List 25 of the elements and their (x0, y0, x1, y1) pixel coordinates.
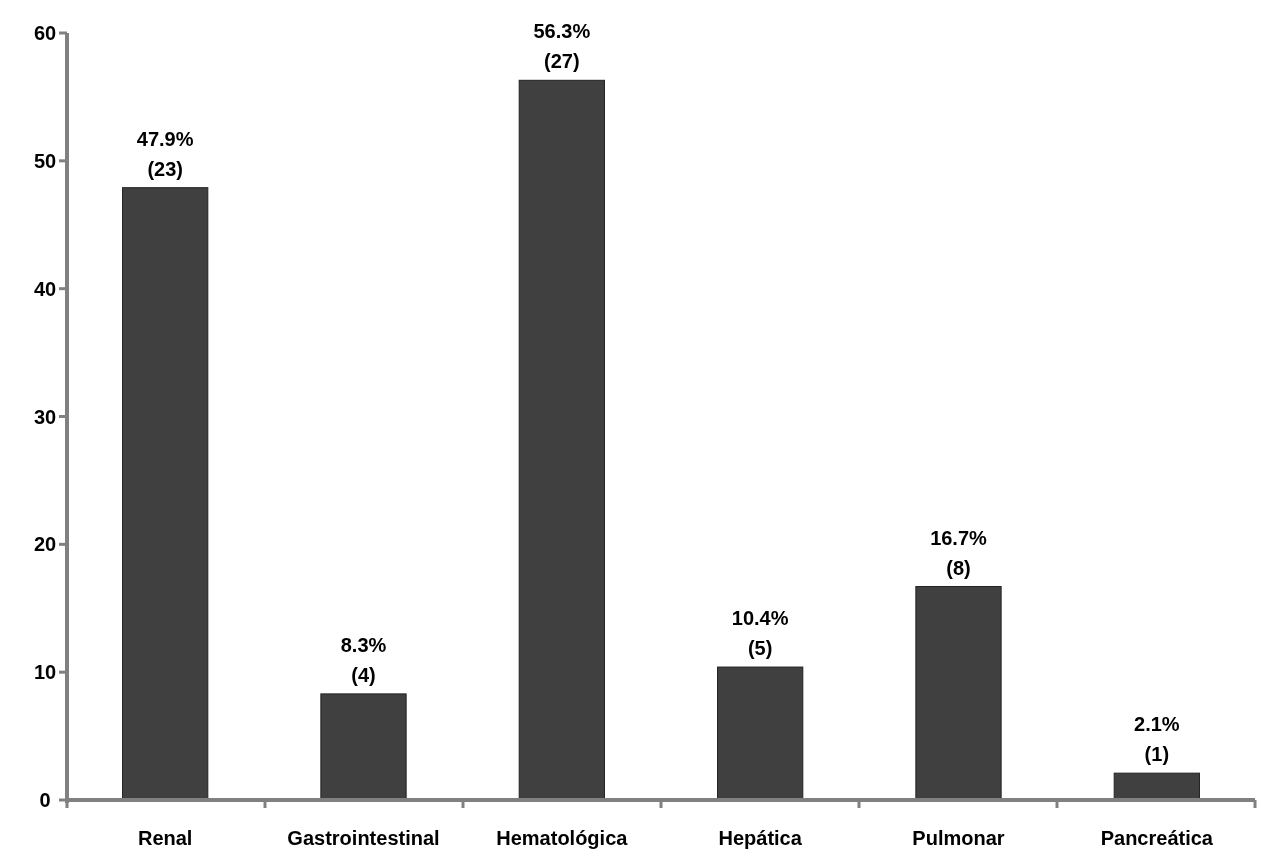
bar (717, 666, 804, 801)
y-tick-label: 20 (33, 533, 57, 556)
bar (518, 79, 605, 801)
y-tick-label: 0 (39, 789, 51, 811)
data-label: 16.7% (8) (930, 526, 988, 579)
x-tick-label: Hematológica (496, 827, 629, 849)
y-tick-label: 30 (33, 405, 57, 428)
bar (320, 693, 407, 801)
y-tick-label: 10 (33, 661, 57, 684)
data-label: 2.1% (1) (1134, 713, 1180, 766)
x-tick-label: Gastrointestinal (287, 827, 440, 849)
bar (915, 586, 1002, 801)
x-tick-label: Hepática (718, 827, 803, 849)
y-tick-label: 60 (33, 22, 57, 44)
data-label: 56.3% (27) (533, 20, 591, 73)
data-label: 10.4% (5) (731, 607, 789, 660)
y-tick-label: 50 (33, 149, 57, 172)
x-tick-label: Pancreática (1100, 827, 1214, 849)
x-tick-label: Pulmonar (912, 827, 1005, 849)
data-label: 8.3% (4) (340, 633, 387, 686)
bar (122, 187, 209, 801)
bar (1113, 772, 1200, 801)
data-label: 47.9% (23) (136, 127, 194, 180)
x-tick-label: Renal (137, 827, 193, 849)
y-tick-label: 40 (33, 277, 57, 300)
